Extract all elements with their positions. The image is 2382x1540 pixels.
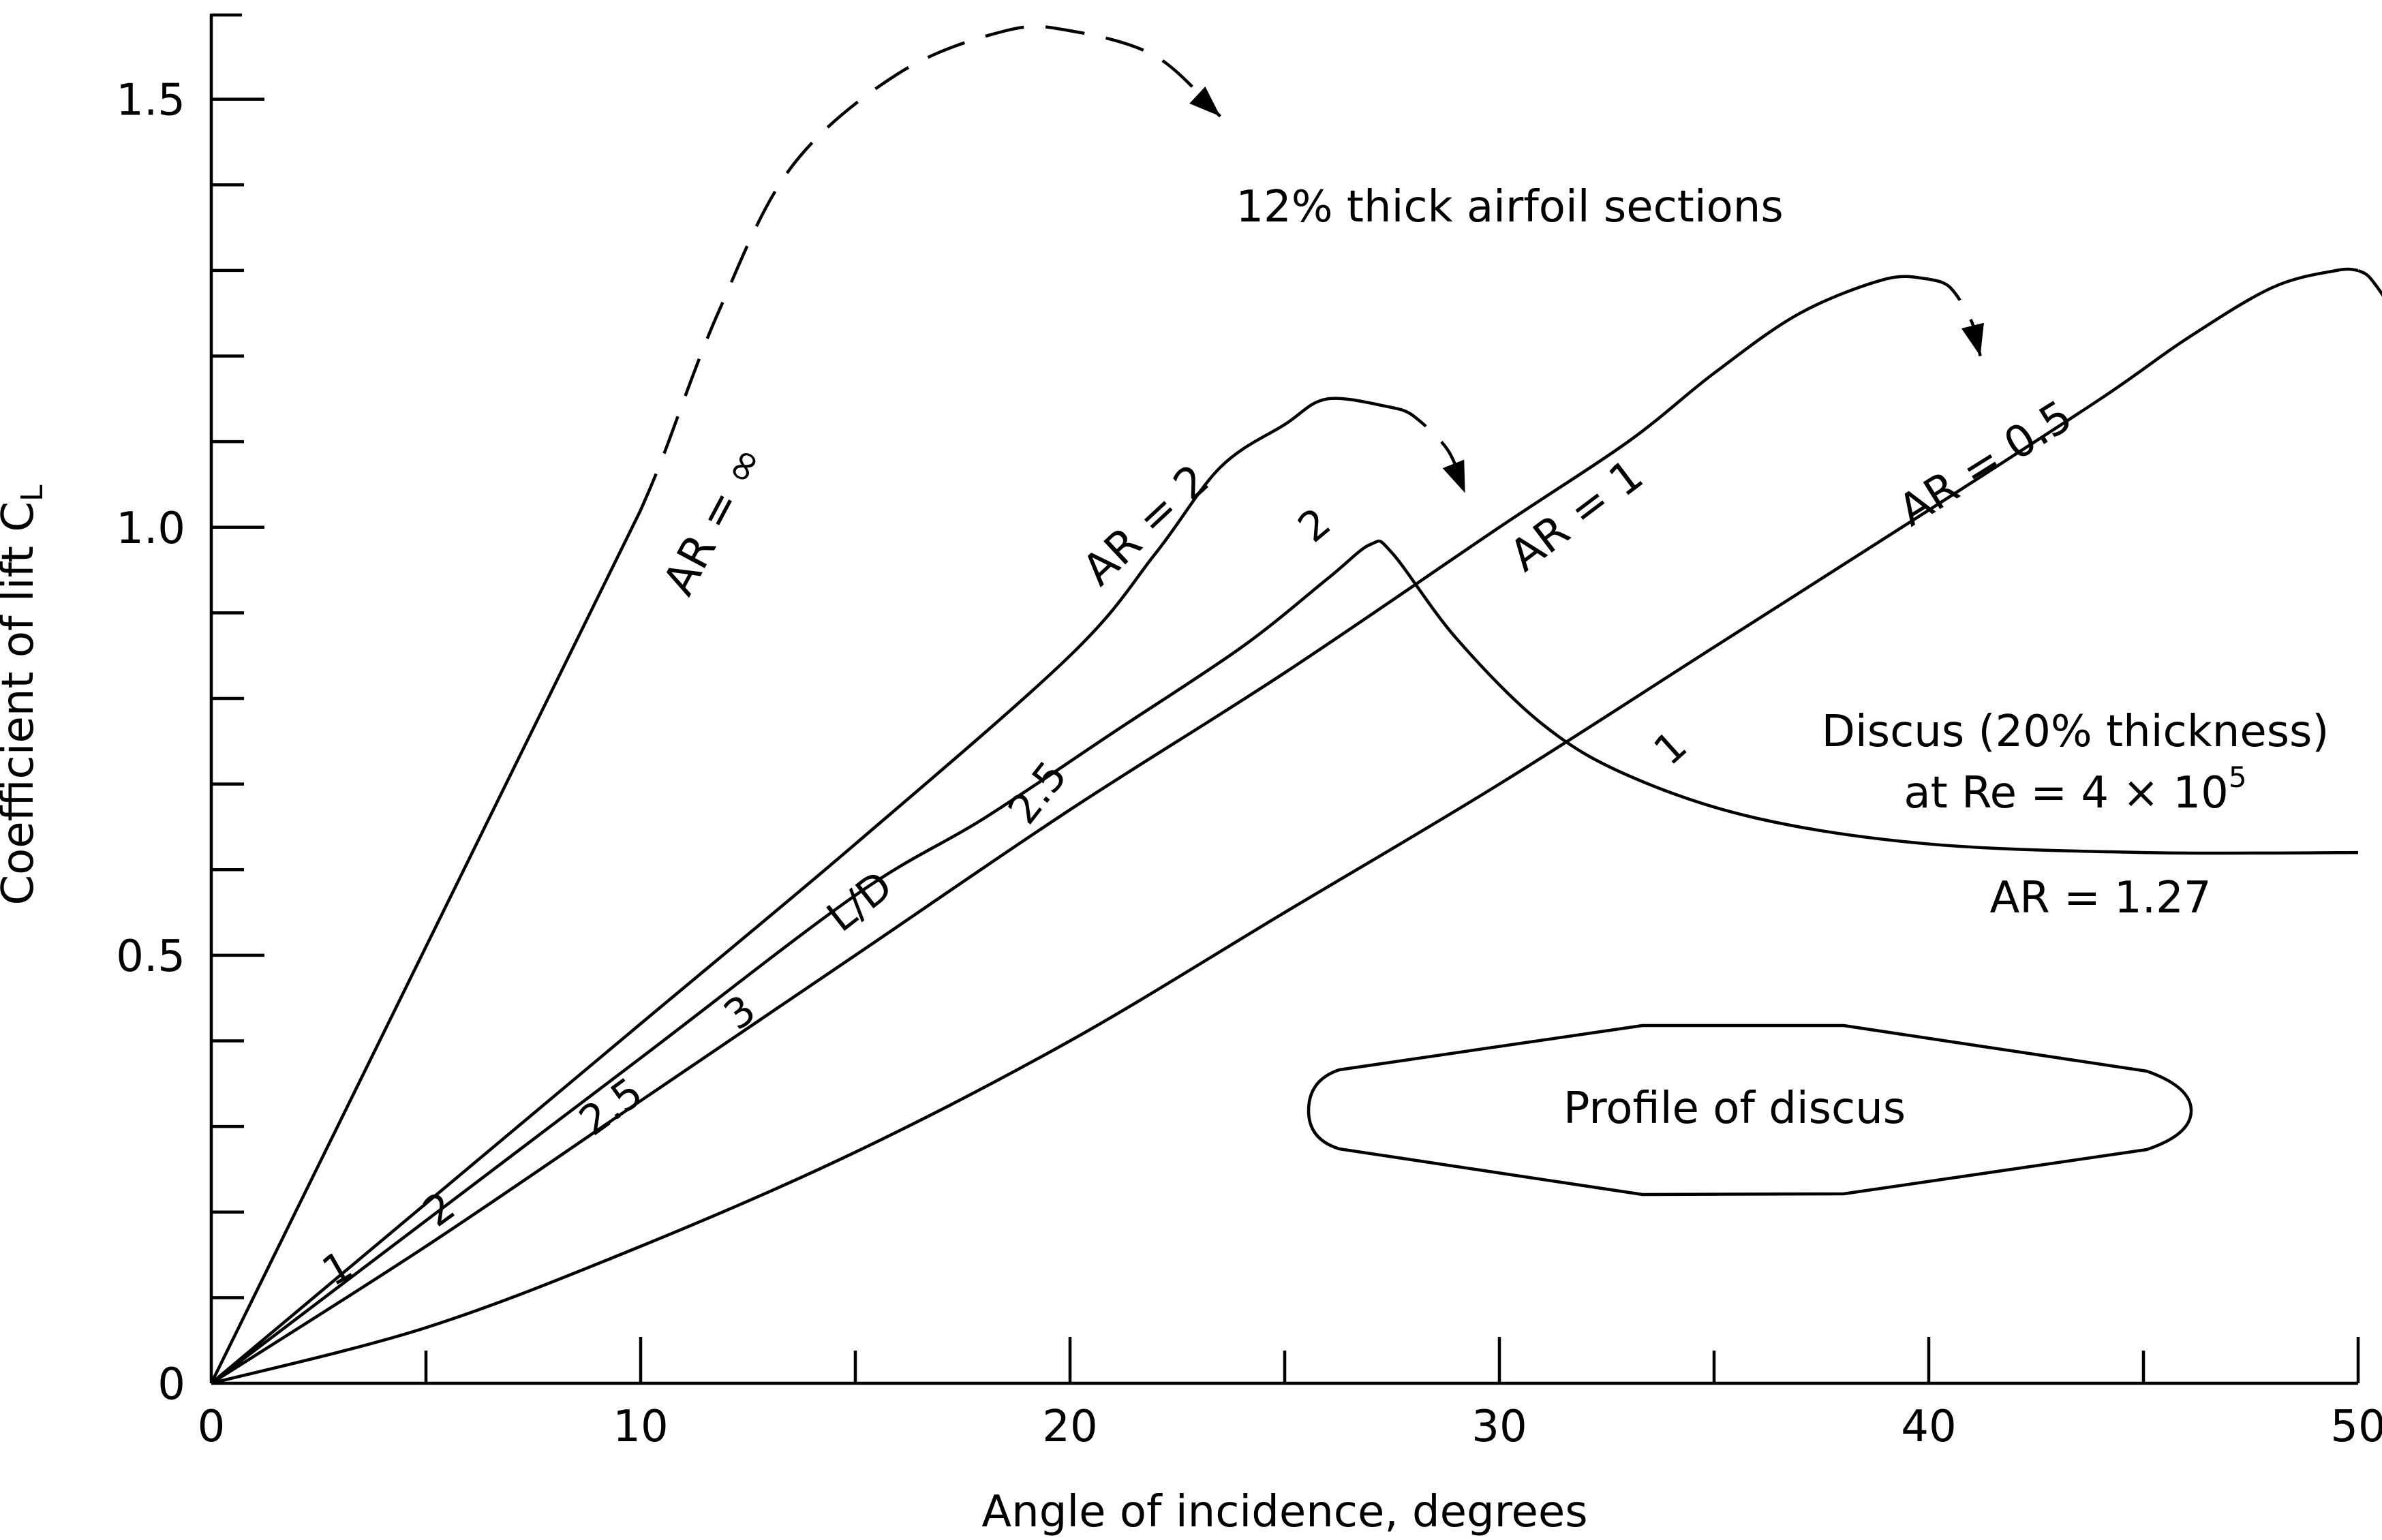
x-tick-label: 30 bbox=[1471, 1402, 1527, 1452]
series-4 bbox=[211, 267, 2382, 1385]
discus-annotation-line1: Discus (20% thickness) bbox=[1822, 707, 2330, 757]
series-3 bbox=[210, 275, 1984, 1385]
ld-label: 1 bbox=[1645, 722, 1696, 775]
series-line bbox=[210, 275, 1929, 1385]
discus-annotation-line2: at Re = 4 × 105 bbox=[1904, 760, 2246, 818]
ld-label: 2 bbox=[415, 1183, 464, 1237]
ld-labels: 122.53L/D2.521 bbox=[314, 499, 1696, 1296]
x-tick-label: 20 bbox=[1042, 1402, 1097, 1452]
y-tick-label: 0 bbox=[157, 1359, 185, 1410]
x-tick-label: 50 bbox=[2330, 1402, 2382, 1452]
series-stall-dashed-line bbox=[2357, 268, 2382, 297]
x-tick-label: 0 bbox=[198, 1402, 226, 1452]
series-line bbox=[211, 267, 2359, 1385]
y-axis-title-subscript: L bbox=[15, 484, 50, 502]
y-axis-title-main: Coefficient of lift C bbox=[0, 502, 44, 906]
stall-arrowhead bbox=[1961, 322, 1984, 356]
series-labels: AR = ∞ AR = 2 AR = 1 AR = 0.5 AR = 1.27 bbox=[654, 391, 2211, 923]
series-1 bbox=[209, 25, 1222, 1384]
stall-arrowhead bbox=[1189, 86, 1221, 117]
y-tick-label: 1.0 bbox=[116, 504, 185, 554]
series-5 bbox=[210, 539, 2359, 1385]
y-tick-label: 1.5 bbox=[116, 76, 185, 126]
discus-annotation-re: at Re = 4 × 10 bbox=[1904, 768, 2228, 818]
series-label: AR = 0.5 bbox=[1890, 391, 2081, 536]
ld-label: 2.5 bbox=[571, 1068, 652, 1145]
series-label: AR = 1.27 bbox=[1989, 873, 2211, 923]
discus-annotation-exponent: 5 bbox=[2229, 760, 2247, 794]
ld-label: 2 bbox=[1289, 499, 1340, 552]
series-label: AR = ∞ bbox=[654, 437, 774, 603]
series-curves bbox=[209, 25, 2382, 1385]
y-axis-title: Coefficient of lift CL bbox=[0, 484, 50, 906]
stall-arrowhead bbox=[1442, 459, 1465, 493]
x-tick-label: 10 bbox=[613, 1402, 668, 1452]
discus-profile-label: Profile of discus bbox=[1563, 1083, 1906, 1134]
series-2 bbox=[210, 397, 1467, 1385]
tick-labels: 0 10 20 30 40 50 0 0.5 1.0 1.5 bbox=[116, 76, 2382, 1452]
discus-profile-shape bbox=[1307, 1023, 2193, 1197]
series-label: AR = 1 bbox=[1501, 450, 1653, 581]
series-line bbox=[209, 509, 643, 1384]
x-axis-title: Angle of incidence, degrees bbox=[981, 1487, 1587, 1537]
x-tick-label: 40 bbox=[1901, 1402, 1956, 1452]
series-stall-dashed-line bbox=[639, 25, 1222, 511]
y-tick-label: 0.5 bbox=[116, 931, 185, 982]
ticks bbox=[211, 97, 2360, 1383]
series-label: AR = 2 bbox=[1073, 455, 1219, 596]
ld-label: 1 bbox=[314, 1242, 361, 1296]
series-line bbox=[210, 539, 2359, 1385]
series-line bbox=[210, 397, 1392, 1385]
airfoil-annotation: 12% thick airfoil sections bbox=[1236, 182, 1783, 232]
